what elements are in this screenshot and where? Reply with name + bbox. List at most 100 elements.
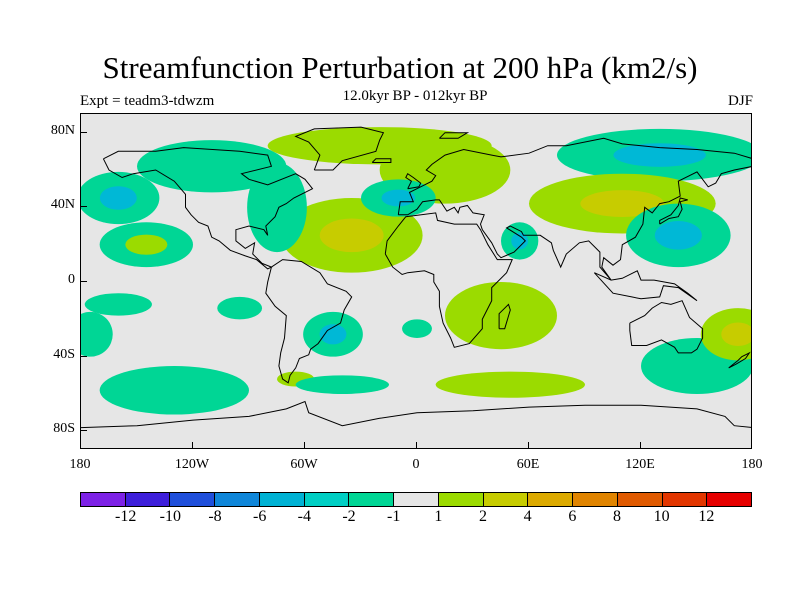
anomaly-region bbox=[295, 375, 389, 394]
y-tick-label: 0 bbox=[68, 272, 75, 287]
anomaly-region bbox=[435, 371, 585, 398]
anomaly-core bbox=[319, 218, 384, 253]
season-label: DJF bbox=[727, 93, 753, 109]
colorbar-label: -12 bbox=[114, 508, 137, 525]
x-tick-label: 180 bbox=[69, 457, 91, 472]
anomaly-contour bbox=[435, 371, 585, 398]
anomaly-region bbox=[217, 296, 263, 320]
coastline-south-america bbox=[265, 259, 353, 384]
anomaly-core bbox=[125, 234, 168, 255]
colorbar bbox=[80, 492, 752, 507]
map-panel bbox=[80, 113, 752, 449]
x-tick-mark bbox=[80, 442, 81, 449]
colorbar-label: -6 bbox=[252, 508, 267, 525]
colorbar-label: -4 bbox=[297, 508, 311, 525]
colorbar-swatch bbox=[483, 493, 529, 506]
anomaly-contour bbox=[217, 296, 263, 320]
anomaly-core bbox=[613, 143, 706, 167]
x-tick-label: 180 bbox=[741, 457, 763, 472]
anomaly-core bbox=[511, 232, 529, 250]
colorbar-swatch bbox=[304, 493, 350, 506]
anomaly-contour bbox=[137, 140, 287, 193]
coastline-new-zealand bbox=[728, 351, 751, 369]
y-tick-label: 40S bbox=[53, 346, 75, 362]
anomaly-region bbox=[99, 366, 249, 415]
colorbar-swatch bbox=[528, 493, 574, 506]
x-tick-mark bbox=[528, 442, 529, 449]
anomaly-region bbox=[84, 293, 152, 316]
x-tick-mark bbox=[192, 442, 193, 449]
coastline-indonesia bbox=[593, 270, 698, 302]
anomaly-core bbox=[721, 322, 751, 347]
colorbar-swatch bbox=[394, 493, 439, 506]
anomaly-core bbox=[99, 186, 137, 210]
anomaly-contour bbox=[99, 366, 249, 415]
colorbar-swatch bbox=[125, 493, 171, 506]
y-tick-label: 40N bbox=[50, 197, 75, 213]
x-tick-label: 0 bbox=[412, 457, 420, 472]
anomaly-contour bbox=[81, 311, 113, 357]
coastline-madagascar bbox=[498, 303, 511, 330]
colorbar-swatch bbox=[438, 493, 484, 506]
figure-title: Streamfunction Perturbation at 200 hPa (… bbox=[102, 50, 698, 85]
colorbar-label: -10 bbox=[159, 508, 181, 525]
colorbar-swatch bbox=[81, 493, 126, 506]
colorbar-label: 1 bbox=[434, 508, 443, 525]
anomaly-core bbox=[580, 190, 665, 218]
anomaly-contour bbox=[84, 293, 152, 316]
y-tick-mark bbox=[80, 131, 87, 133]
colorbar-swatch bbox=[215, 493, 260, 506]
x-tick-label: 60W bbox=[290, 457, 318, 472]
y-tick-mark bbox=[80, 206, 87, 208]
colorbar-swatch bbox=[349, 493, 395, 506]
anomaly-region bbox=[445, 282, 557, 350]
colorbar-swatch bbox=[617, 493, 663, 506]
y-tick-mark bbox=[80, 281, 87, 282]
anomaly-region bbox=[99, 222, 193, 268]
anomaly-region bbox=[137, 140, 287, 193]
anomaly-region bbox=[303, 311, 363, 357]
anomaly-region bbox=[501, 222, 539, 260]
anomaly-region bbox=[81, 311, 113, 357]
anomaly-contour bbox=[295, 375, 389, 394]
coastline-north-america bbox=[102, 147, 314, 270]
x-tick-label: 120W bbox=[174, 457, 210, 472]
coastline-australia bbox=[629, 300, 704, 354]
colorbar-label: 6 bbox=[568, 508, 577, 525]
anomaly-region bbox=[626, 203, 731, 268]
y-tick-mark bbox=[80, 355, 87, 357]
x-tick-label: 60E bbox=[516, 457, 540, 472]
experiment-label: Expt = teadm3-tdwzm bbox=[80, 93, 215, 109]
map-svg bbox=[81, 114, 751, 448]
colorbar-label: 2 bbox=[479, 508, 487, 525]
colorbar-swatch bbox=[662, 493, 708, 506]
y-tick-mark bbox=[80, 430, 87, 432]
colorbar-label: -1 bbox=[386, 508, 401, 525]
anomaly-core bbox=[654, 221, 702, 250]
coastline-africa bbox=[384, 212, 513, 348]
anomaly-region bbox=[700, 308, 751, 361]
colorbar-label: 12 bbox=[698, 508, 715, 525]
x-tick-mark bbox=[640, 442, 641, 449]
anomaly-contour bbox=[402, 319, 432, 338]
anomaly-region bbox=[280, 198, 423, 273]
anomaly-core bbox=[319, 324, 347, 345]
colorbar-label: -2 bbox=[342, 508, 356, 525]
coastline-eurasia bbox=[397, 137, 751, 281]
y-tick-label: 80N bbox=[50, 122, 75, 138]
colorbar-label: 8 bbox=[613, 508, 621, 525]
y-tick-label: 80S bbox=[53, 421, 75, 437]
colorbar-swatch bbox=[573, 493, 618, 506]
coastline-svalbard bbox=[439, 132, 470, 139]
colorbar-swatch bbox=[170, 493, 216, 506]
x-tick-mark bbox=[751, 442, 752, 449]
anomaly-region bbox=[402, 319, 432, 338]
colorbar-label: 10 bbox=[653, 508, 670, 525]
figure-subtitle: 12.0kyr BP - 012kyr BP bbox=[342, 88, 488, 104]
coastline-greenland bbox=[294, 126, 385, 171]
colorbar-label: -8 bbox=[208, 508, 222, 525]
x-tick-mark bbox=[304, 442, 305, 449]
x-tick-label: 120E bbox=[625, 457, 655, 472]
colorbar-swatch bbox=[707, 493, 752, 506]
coastline-japan bbox=[659, 197, 688, 225]
